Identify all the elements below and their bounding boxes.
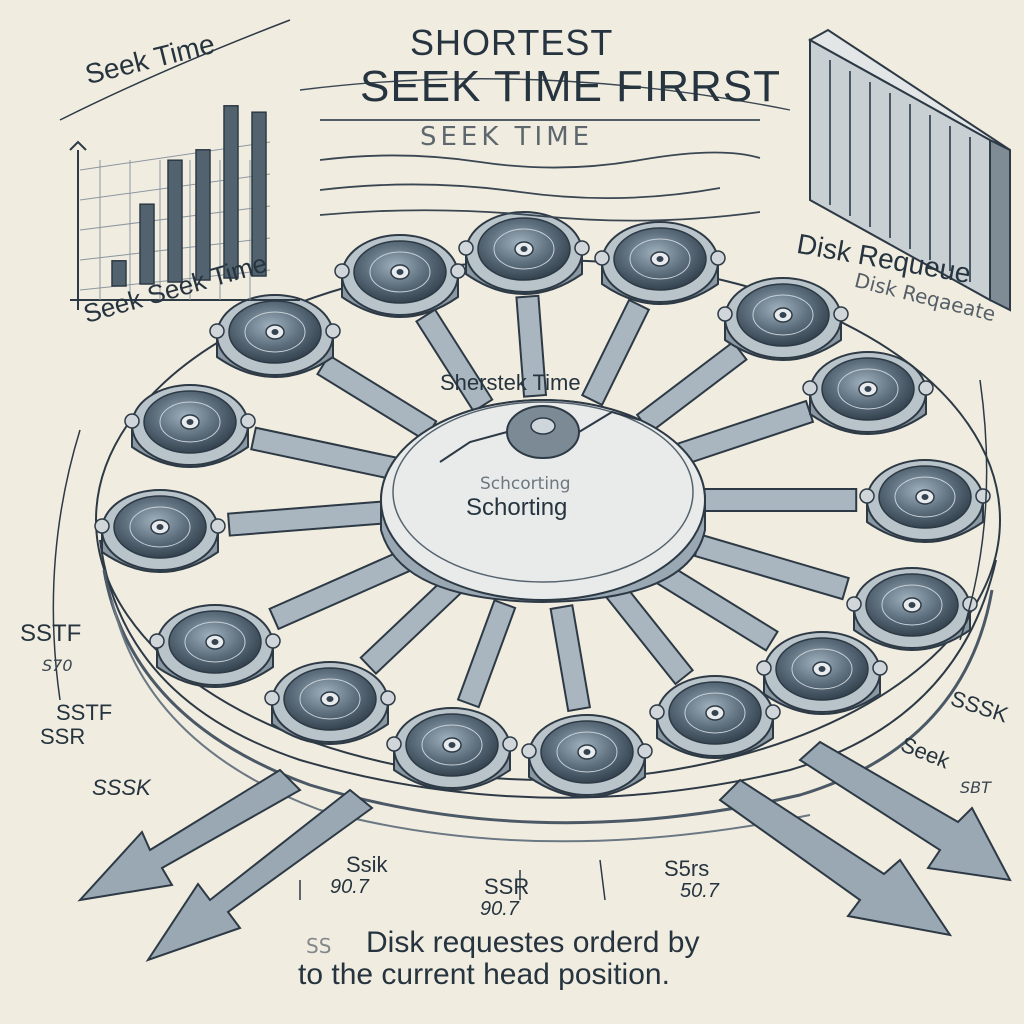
- spoke: [250, 426, 399, 481]
- spoke: [227, 500, 385, 537]
- bottom-label-3: SSR: [484, 874, 530, 899]
- spoke: [580, 298, 651, 407]
- spoke: [702, 488, 858, 512]
- right-label-3: SBT: [960, 778, 991, 797]
- arrow-right: [798, 740, 1012, 882]
- disk-request: [149, 604, 281, 688]
- bottom-label-6: 50.7: [680, 880, 719, 902]
- spoke: [674, 399, 815, 467]
- seek-time-chart: [59, 19, 300, 310]
- disk-request: [594, 221, 726, 305]
- caption-prefix: SS: [306, 934, 332, 958]
- disk-request: [846, 567, 978, 651]
- disk-queue-box: [807, 28, 1011, 312]
- bottom-label-1: Ssik: [346, 852, 388, 877]
- disk-request: [802, 351, 934, 435]
- title-line-2: SEEK TIME FIRRST: [360, 62, 782, 111]
- spoke: [359, 575, 463, 676]
- chart-bar: [111, 260, 127, 287]
- title-line-1: SHORTEST: [410, 22, 614, 63]
- disk-request: [124, 384, 256, 468]
- bottom-label-2: 90.7: [330, 876, 369, 898]
- left-label-5: SSSK: [92, 775, 151, 800]
- bottom-label-5: S5rs: [664, 856, 710, 881]
- disk-request: [717, 277, 849, 361]
- center-top-text: Sherstek Time: [440, 370, 581, 395]
- spoke: [635, 340, 748, 434]
- output-arrows: [77, 740, 1012, 962]
- disk-request: [386, 707, 518, 791]
- chart-bar: [195, 149, 211, 281]
- disk-request: [334, 234, 466, 318]
- arrow-mid-right: [718, 778, 953, 937]
- disk-request: [458, 211, 590, 295]
- caption-line-2: to the current head position.: [298, 958, 670, 991]
- chart-bar: [167, 159, 183, 283]
- title-scribbles: [299, 78, 791, 222]
- spoke: [268, 549, 412, 631]
- spoke: [415, 308, 494, 413]
- central-hub: [380, 399, 706, 604]
- title-scribble: SEEK TIME: [420, 122, 594, 152]
- left-label-1: SSTF: [20, 620, 82, 647]
- side-arrows: [52, 379, 988, 901]
- chart-bar: [223, 105, 239, 279]
- left-label-4: SSR: [40, 724, 86, 749]
- bottom-label-4: 90.7: [480, 898, 519, 920]
- disk-request: [859, 459, 991, 543]
- spoke: [693, 533, 850, 601]
- disk-request: [756, 631, 888, 715]
- left-label-2: S70: [42, 656, 73, 675]
- disk-request: [521, 714, 653, 798]
- chart-bar: [139, 203, 155, 285]
- left-label-3: SSTF: [56, 700, 113, 725]
- spoke: [456, 599, 517, 709]
- center-bottom-text: Schorting: [466, 494, 568, 521]
- disk-request: [94, 489, 226, 573]
- center-scribble-text: Schcorting: [480, 474, 571, 494]
- arrow-left: [77, 768, 302, 902]
- spoke: [316, 353, 438, 442]
- disk-requests: [94, 211, 991, 798]
- caption-line-1: Disk requestes orderd by: [366, 926, 700, 959]
- spoke: [653, 561, 779, 652]
- chart-bar: [251, 111, 267, 277]
- arrow-mid-left: [145, 788, 374, 962]
- spoke: [549, 604, 592, 713]
- disk-request: [649, 675, 781, 759]
- disk-request: [209, 294, 341, 378]
- spoke: [605, 582, 695, 686]
- disk-request: [264, 661, 396, 745]
- spoke: [515, 294, 548, 398]
- head-icon: [439, 405, 641, 463]
